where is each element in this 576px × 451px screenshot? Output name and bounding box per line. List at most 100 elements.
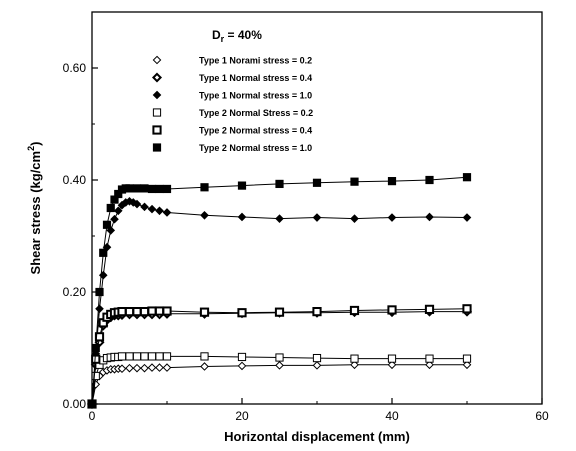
series-3-point-18 (312, 353, 322, 363)
series-4-point-21 (424, 304, 435, 314)
series-0-point-15 (200, 362, 209, 371)
x-tick-label-2: 40 (385, 409, 399, 423)
series-2-point-17 (200, 210, 209, 220)
annotation-rest: = 40% (224, 28, 262, 42)
series-0-point-17 (275, 361, 284, 370)
series-4-point-20 (387, 305, 397, 315)
series-2-point-6 (110, 214, 119, 224)
series-0-point-21 (425, 360, 434, 370)
x-tick-label-3: 60 (535, 409, 549, 423)
series-4-point-9 (124, 307, 135, 317)
series-0-point-14 (162, 363, 172, 372)
legend-marker-4 (152, 125, 162, 135)
series-3-point-15 (200, 352, 209, 361)
x-axis-title: Horizontal displacement (mm) (224, 429, 410, 444)
legend-marker-2 (152, 90, 162, 100)
series-3-point-21 (425, 354, 434, 363)
series-0-line (91, 364, 467, 405)
series-0 (87, 360, 472, 409)
series-4-point-1 (91, 354, 101, 364)
series-4-point-15 (199, 307, 210, 317)
series-4-point-14 (162, 306, 172, 316)
legend-marker-5 (152, 143, 162, 152)
y-tick-label-3: 0.60 (63, 61, 87, 75)
series-5-point-2 (95, 287, 104, 297)
series-5-point-20 (350, 177, 359, 186)
series-3-point-16 (237, 352, 247, 362)
series-3-point-19 (350, 354, 359, 363)
x-tick-label-0: 0 (89, 409, 96, 423)
annotation-sub: r (221, 34, 225, 44)
series-2-point-14 (147, 204, 157, 214)
series-5-point-11 (132, 184, 142, 193)
y-axis-title-main: Shear stress (kg/cm (28, 151, 43, 275)
legend-label-3: Type 2 Normal Stress = 0.2 (199, 108, 313, 118)
series-4-point-13 (154, 306, 165, 316)
series-2-point-2 (95, 304, 104, 314)
series-4-point-8 (117, 307, 127, 317)
series-2-point-16 (162, 208, 172, 217)
series-5 (87, 173, 472, 409)
series-4-point-12 (147, 306, 157, 316)
series-4-point-18 (312, 307, 322, 317)
series-2-point-21 (350, 214, 359, 223)
y-tick-label-2: 0.40 (63, 173, 87, 187)
series-5-point-23 (462, 173, 472, 182)
series-3-point-11 (140, 352, 149, 361)
y-axis-ticks: 0.00 0.20 0.40 0.60 (63, 61, 98, 411)
series-3-point-12 (147, 352, 157, 361)
series-0-point-11 (140, 363, 149, 373)
series-4-point-17 (274, 307, 285, 317)
legend-label-2: Type 1 Normal stress = 1.0 (199, 91, 312, 101)
series-4-point-16 (237, 308, 247, 318)
series-4-point-10 (132, 307, 142, 317)
series-5-point-4 (102, 220, 112, 229)
series-0-point-9 (125, 363, 134, 373)
legend-marker-1 (151, 72, 163, 83)
series-0-point-10 (132, 363, 142, 373)
series-5-point-12 (140, 184, 149, 193)
series-2-point-15 (155, 206, 164, 216)
series-5-point-14 (155, 184, 164, 194)
series-5-point-3 (99, 248, 108, 257)
annotation-dr: Dr = 40% (212, 28, 262, 44)
series-4-point-22 (462, 304, 472, 314)
annotation-main: D (212, 28, 221, 42)
series-5-point-1 (91, 343, 100, 353)
series-0-point-18 (312, 361, 322, 370)
legend-label-4: Type 2 Normal stress = 0.4 (199, 126, 312, 136)
legend: Type 1 Norami stress = 0.2 Type 1 Normal … (151, 55, 313, 153)
series-2-line (91, 200, 468, 405)
data-series (86, 173, 473, 410)
series-5-point-13 (147, 184, 157, 194)
series-5-line (91, 176, 468, 405)
series-3-point-1 (91, 371, 100, 381)
series-3-point-9 (125, 352, 134, 361)
series-2-point-23 (425, 212, 434, 222)
series-3-point-17 (275, 353, 284, 362)
series-0-point-20 (387, 360, 397, 370)
series-2-point-12 (132, 199, 142, 209)
series-3-point-14 (162, 352, 172, 361)
series-5-point-0 (87, 399, 97, 409)
series-2-point-7 (113, 206, 123, 216)
x-axis-ticks: 0 20 40 60 (89, 398, 549, 423)
series-2-point-18 (237, 212, 247, 222)
series-0-point-16 (237, 361, 247, 371)
legend-label-5: Type 2 Normal stress = 1.0 (199, 143, 312, 153)
series-5-point-5 (106, 203, 115, 213)
series-5-point-21 (387, 177, 397, 186)
series-5-point-16 (200, 183, 209, 192)
series-4-point-2 (94, 332, 105, 342)
legend-marker-0 (152, 55, 162, 65)
y-tick-label-1: 0.20 (63, 285, 87, 299)
series-3-point-10 (132, 352, 142, 361)
series-3-point-8 (117, 352, 127, 361)
series-5-point-10 (125, 184, 134, 193)
y-axis-title: Shear stress (kg/cm2) (26, 142, 43, 275)
legend-marker-3 (152, 108, 162, 117)
series-0-point-13 (155, 363, 164, 372)
series-0-point-22 (462, 360, 472, 370)
series-3-point-22 (462, 354, 472, 363)
